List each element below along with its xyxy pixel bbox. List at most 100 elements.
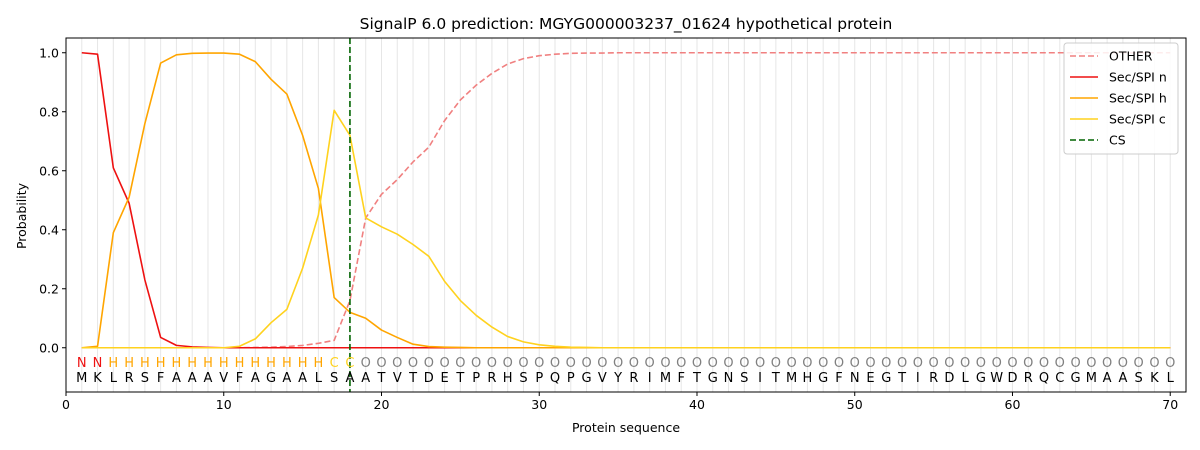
residue-label: T — [377, 371, 386, 386]
residue-label: A — [1118, 371, 1127, 386]
residue-label: T — [455, 371, 464, 386]
residue-label: Q — [550, 371, 560, 386]
residue-label: R — [1024, 371, 1033, 386]
residue-label: I — [648, 371, 652, 386]
residue-label: A — [188, 371, 197, 386]
x-tick-label: 40 — [689, 397, 705, 412]
region-label: O — [503, 356, 513, 371]
residue-label: G — [582, 371, 592, 386]
residue-label: A — [282, 371, 291, 386]
region-label: N — [93, 356, 103, 371]
residue-label: D — [944, 371, 954, 386]
region-label: O — [881, 356, 891, 371]
residue-label: F — [157, 371, 164, 386]
region-label: O — [723, 356, 733, 371]
region-label: O — [439, 356, 449, 371]
region-label: O — [660, 356, 670, 371]
region-label: O — [865, 356, 875, 371]
residue-label: A — [204, 371, 213, 386]
residue-label: A — [251, 371, 260, 386]
region-label: O — [928, 356, 938, 371]
y-axis-ticks: 0.0 0.2 0.4 0.6 0.8 1.0 — [39, 45, 66, 355]
residue-label: T — [408, 371, 417, 386]
legend-label: CS — [1109, 133, 1126, 148]
region-label: O — [424, 356, 434, 371]
residue-label: M — [1086, 371, 1097, 386]
residue-label: C — [1055, 371, 1064, 386]
region-label: O — [1118, 356, 1128, 371]
region-label: H — [156, 356, 166, 371]
residue-label: S — [141, 371, 149, 386]
region-label: O — [1055, 356, 1065, 371]
residue-label: A — [172, 371, 181, 386]
x-tick-label: 60 — [1005, 397, 1021, 412]
region-label: O — [550, 356, 560, 371]
region-label: H — [266, 356, 276, 371]
series-layer — [81, 51, 1171, 349]
vertical-grid — [81, 38, 1171, 392]
residue-label: I — [916, 371, 920, 386]
residue-label: K — [93, 371, 102, 386]
region-label: O — [976, 356, 986, 371]
region-label: H — [203, 356, 213, 371]
residue-label: D — [1007, 371, 1017, 386]
y-tick-label: 0.0 — [39, 340, 59, 355]
residue-label: G — [881, 371, 891, 386]
legend-label: Sec/SPI n — [1109, 70, 1167, 85]
residue-label: G — [818, 371, 828, 386]
residue-label: T — [771, 371, 780, 386]
residue-label: L — [962, 371, 970, 386]
region-label: N — [77, 356, 87, 371]
residue-label: S — [740, 371, 748, 386]
x-tick-label: 10 — [216, 397, 232, 412]
region-label: O — [597, 356, 607, 371]
region-label: H — [172, 356, 182, 371]
y-tick-label: 0.4 — [39, 222, 59, 237]
region-label: O — [566, 356, 576, 371]
legend-label: Sec/SPI h — [1109, 91, 1167, 106]
region-label: O — [944, 356, 954, 371]
series-line-sec-spi-c — [81, 109, 1171, 349]
region-label: O — [818, 356, 828, 371]
region-label: H — [108, 356, 118, 371]
legend-box — [1063, 42, 1179, 155]
region-label: O — [1134, 356, 1144, 371]
region-label: H — [124, 356, 134, 371]
residue-label: I — [758, 371, 762, 386]
x-axis-label: Protein sequence — [572, 420, 680, 435]
region-label: O — [376, 356, 386, 371]
region-label: O — [960, 356, 970, 371]
x-axis-ticks: 0 10 20 30 40 50 60 70 — [62, 392, 1178, 412]
x-tick-label: 0 — [62, 397, 70, 412]
residue-label: G — [708, 371, 718, 386]
region-label: H — [298, 356, 308, 371]
region-label: O — [771, 356, 781, 371]
region-label: O — [471, 356, 481, 371]
residue-label: P — [472, 371, 480, 386]
residue-label: E — [440, 371, 448, 386]
region-label: O — [1165, 356, 1175, 371]
region-label: O — [850, 356, 860, 371]
y-tick-label: 0.6 — [39, 163, 59, 178]
y-tick-label: 1.0 — [39, 45, 59, 60]
residue-label: L — [315, 371, 323, 386]
residue-label: F — [677, 371, 684, 386]
chart-title: SignalP 6.0 prediction: MGYG000003237_01… — [360, 15, 893, 34]
residue-label: A — [1103, 371, 1112, 386]
region-label: C — [345, 356, 354, 371]
y-tick-label: 0.8 — [39, 104, 59, 119]
region-label: O — [913, 356, 923, 371]
region-label: O — [581, 356, 591, 371]
region-label: O — [1149, 356, 1159, 371]
region-label: H — [282, 356, 292, 371]
region-label: O — [455, 356, 465, 371]
region-label: H — [219, 356, 229, 371]
residue-label: S — [330, 371, 338, 386]
residue-label: M — [786, 371, 797, 386]
region-label: C — [330, 356, 339, 371]
residue-label: V — [598, 371, 607, 386]
region-label: O — [361, 356, 371, 371]
residue-label: A — [298, 371, 307, 386]
